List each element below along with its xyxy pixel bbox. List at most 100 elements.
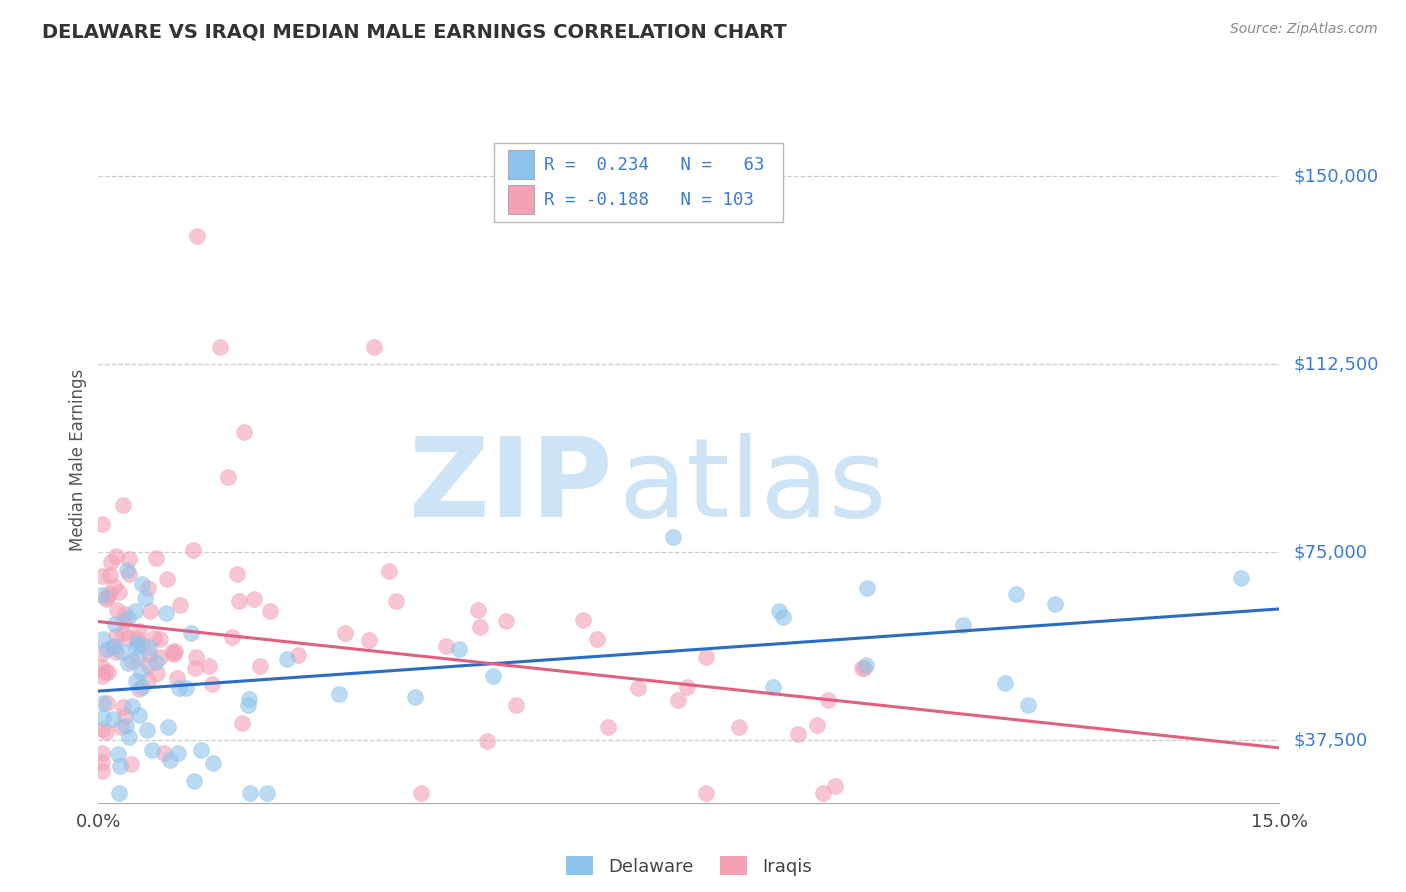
- Point: [100, 555, 122, 569]
- Point: [572, 613, 595, 627]
- Point: [97, 665, 120, 679]
- Point: [91, 746, 114, 760]
- Point: [91, 764, 114, 779]
- Point: [190, 743, 212, 757]
- Text: R = -0.188   N = 103: R = -0.188 N = 103: [544, 191, 754, 209]
- Point: [662, 530, 685, 544]
- Text: $150,000: $150,000: [1294, 167, 1378, 186]
- Point: [136, 673, 159, 687]
- Point: [169, 681, 191, 695]
- Point: [128, 681, 150, 696]
- Point: [184, 661, 207, 675]
- Point: [98, 568, 121, 582]
- Point: [596, 720, 619, 734]
- Point: [111, 645, 134, 659]
- Point: [467, 603, 489, 617]
- Point: [228, 594, 250, 608]
- Point: [129, 637, 152, 651]
- Point: [183, 774, 205, 789]
- Point: [138, 640, 160, 655]
- Point: [117, 730, 139, 744]
- Point: [149, 632, 172, 646]
- FancyBboxPatch shape: [508, 150, 534, 179]
- Point: [1045, 597, 1067, 611]
- Point: [328, 688, 350, 702]
- Point: [1017, 698, 1039, 712]
- Point: [118, 566, 141, 581]
- Point: [108, 585, 131, 599]
- FancyBboxPatch shape: [508, 186, 534, 214]
- Point: [153, 746, 176, 760]
- Point: [127, 650, 149, 665]
- Point: [1005, 587, 1028, 601]
- Point: [225, 567, 247, 582]
- Point: [101, 713, 124, 727]
- Text: $37,500: $37,500: [1294, 731, 1368, 749]
- Point: [91, 711, 114, 725]
- Point: [91, 569, 114, 583]
- Point: [287, 648, 309, 662]
- Point: [91, 722, 114, 736]
- Point: [855, 657, 877, 672]
- Point: [143, 631, 166, 645]
- Point: [209, 340, 232, 354]
- Point: [169, 599, 191, 613]
- Point: [239, 786, 262, 800]
- Point: [856, 581, 879, 595]
- Point: [505, 698, 527, 712]
- Point: [105, 549, 128, 563]
- Point: [124, 604, 146, 618]
- Point: [94, 592, 117, 607]
- Point: [180, 626, 202, 640]
- Point: [96, 642, 118, 657]
- Point: [787, 726, 810, 740]
- Text: $112,500: $112,500: [1294, 355, 1379, 373]
- Text: $75,000: $75,000: [1294, 543, 1368, 561]
- Point: [91, 588, 114, 602]
- Point: [675, 680, 697, 694]
- Point: [259, 604, 281, 618]
- Point: [186, 649, 208, 664]
- Point: [477, 734, 499, 748]
- Point: [363, 340, 385, 354]
- Point: [121, 699, 143, 714]
- Point: [762, 680, 785, 694]
- Point: [105, 603, 128, 617]
- Point: [115, 563, 138, 577]
- Point: [125, 632, 148, 647]
- Point: [666, 693, 689, 707]
- Point: [125, 674, 148, 689]
- Point: [134, 591, 156, 605]
- Point: [186, 229, 208, 244]
- Point: [157, 720, 180, 734]
- Point: [772, 609, 794, 624]
- Point: [276, 652, 298, 666]
- Point: [728, 721, 751, 735]
- Point: [108, 758, 131, 772]
- Text: R =  0.234   N =   63: R = 0.234 N = 63: [544, 156, 765, 174]
- Point: [994, 676, 1017, 690]
- Point: [166, 671, 188, 685]
- Point: [434, 639, 457, 653]
- Legend: Delaware, Iraqis: Delaware, Iraqis: [560, 849, 818, 883]
- Point: [110, 720, 132, 734]
- Point: [138, 647, 160, 661]
- Point: [952, 617, 974, 632]
- Point: [385, 594, 408, 608]
- Point: [112, 498, 135, 512]
- Point: [93, 632, 115, 646]
- Point: [695, 786, 717, 800]
- Point: [249, 658, 271, 673]
- Point: [155, 607, 177, 621]
- Y-axis label: Median Male Earnings: Median Male Earnings: [69, 368, 87, 550]
- Point: [217, 470, 239, 484]
- Text: ZIP: ZIP: [409, 434, 612, 541]
- Point: [156, 573, 179, 587]
- Text: Source: ZipAtlas.com: Source: ZipAtlas.com: [1230, 22, 1378, 37]
- Point: [145, 655, 167, 669]
- FancyBboxPatch shape: [494, 144, 783, 222]
- Point: [121, 756, 143, 771]
- Point: [201, 677, 224, 691]
- Point: [103, 579, 125, 593]
- Point: [136, 582, 159, 596]
